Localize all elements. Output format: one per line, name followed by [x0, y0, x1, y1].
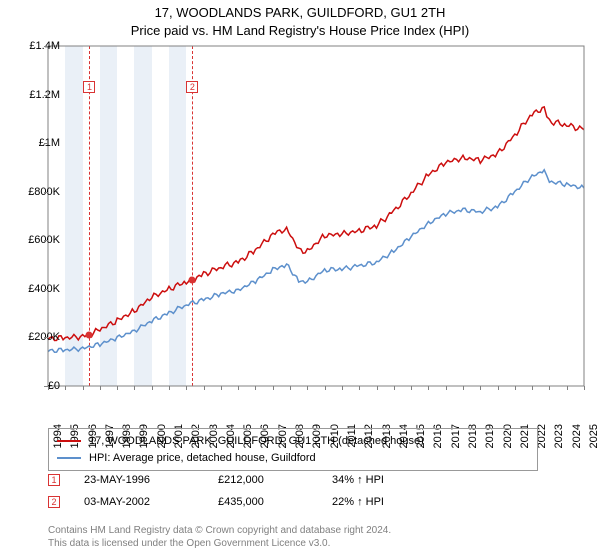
legend-swatch — [57, 440, 81, 442]
sale-marker-icon: 1 — [48, 474, 60, 486]
xtick-mark — [134, 386, 135, 390]
sale-delta: 22% ↑ HPI — [332, 496, 384, 508]
sale-price: £212,000 — [218, 474, 308, 486]
sale-row: 2 03-MAY-2002 £435,000 22% ↑ HPI — [48, 496, 384, 508]
xtick-mark — [567, 386, 568, 390]
xtick-mark — [549, 386, 550, 390]
xtick-mark — [83, 386, 84, 390]
xtick-mark — [359, 386, 360, 390]
chart-plot-area: 12 — [48, 46, 584, 386]
chart-container: 17, WOODLANDS PARK, GUILDFORD, GU1 2TH P… — [0, 0, 600, 560]
legend: 17, WOODLANDS PARK, GUILDFORD, GU1 2TH (… — [48, 428, 538, 471]
footer-line-2: This data is licensed under the Open Gov… — [48, 537, 391, 550]
footer-line-1: Contains HM Land Registry data © Crown c… — [48, 524, 391, 537]
sale-date: 03-MAY-2002 — [84, 496, 194, 508]
xtick-mark — [169, 386, 170, 390]
xtick-mark — [394, 386, 395, 390]
ytick-label: £0 — [48, 380, 60, 392]
chart-border-svg — [48, 46, 584, 386]
xtick-mark — [307, 386, 308, 390]
xtick-mark — [186, 386, 187, 390]
xtick-mark — [152, 386, 153, 390]
xtick-mark — [48, 386, 49, 390]
ytick-mark — [44, 143, 48, 144]
legend-label: 17, WOODLANDS PARK, GUILDFORD, GU1 2TH (… — [89, 433, 424, 450]
xtick-mark — [221, 386, 222, 390]
ytick-mark — [44, 95, 48, 96]
ytick-mark — [44, 337, 48, 338]
ytick-mark — [44, 192, 48, 193]
sale-marker-icon: 2 — [48, 496, 60, 508]
legend-swatch — [57, 457, 81, 459]
xtick-mark — [100, 386, 101, 390]
footer-attribution: Contains HM Land Registry data © Crown c… — [48, 524, 391, 550]
xtick-mark — [584, 386, 585, 390]
xtick-mark — [463, 386, 464, 390]
title-line-2: Price paid vs. HM Land Registry's House … — [0, 22, 600, 40]
sale-delta: 34% ↑ HPI — [332, 474, 384, 486]
legend-row: 17, WOODLANDS PARK, GUILDFORD, GU1 2TH (… — [57, 433, 529, 450]
xtick-mark — [117, 386, 118, 390]
xtick-mark — [204, 386, 205, 390]
xtick-mark — [411, 386, 412, 390]
xtick-mark — [446, 386, 447, 390]
sale-date: 23-MAY-1996 — [84, 474, 194, 486]
ytick-mark — [44, 46, 48, 47]
xtick-label: 2025 — [588, 424, 600, 448]
plot-border — [48, 46, 584, 386]
xtick-mark — [342, 386, 343, 390]
legend-label: HPI: Average price, detached house, Guil… — [89, 450, 316, 467]
ytick-mark — [44, 289, 48, 290]
xtick-mark — [480, 386, 481, 390]
xtick-mark — [498, 386, 499, 390]
xtick-mark — [532, 386, 533, 390]
xtick-mark — [325, 386, 326, 390]
xtick-label: 2023 — [553, 424, 565, 448]
xtick-label: 2024 — [571, 424, 583, 448]
title-line-1: 17, WOODLANDS PARK, GUILDFORD, GU1 2TH — [0, 4, 600, 22]
xtick-mark — [377, 386, 378, 390]
ytick-mark — [44, 240, 48, 241]
ytick-label: £1M — [39, 137, 60, 149]
xtick-mark — [273, 386, 274, 390]
xtick-mark — [290, 386, 291, 390]
sale-row: 1 23-MAY-1996 £212,000 34% ↑ HPI — [48, 474, 384, 486]
sale-price: £435,000 — [218, 496, 308, 508]
xtick-mark — [238, 386, 239, 390]
chart-title: 17, WOODLANDS PARK, GUILDFORD, GU1 2TH P… — [0, 0, 600, 40]
xtick-mark — [65, 386, 66, 390]
xtick-mark — [255, 386, 256, 390]
xtick-mark — [515, 386, 516, 390]
xtick-mark — [428, 386, 429, 390]
legend-row: HPI: Average price, detached house, Guil… — [57, 450, 529, 467]
